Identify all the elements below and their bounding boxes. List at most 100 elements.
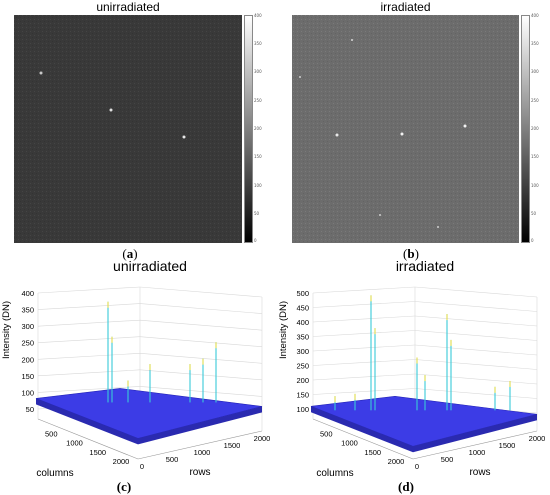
colorbar-tick: 400 — [531, 13, 539, 18]
z-tick-label: 250 — [21, 339, 34, 348]
panel-b-noise — [292, 15, 519, 243]
row-tick-label: 1500 — [224, 441, 241, 450]
plot-c-ztick-labels: 50 100 150 200 250 300 350 400 — [21, 289, 34, 414]
grid-line — [312, 330, 416, 337]
colorbar-tick: 300 — [531, 69, 539, 74]
column-tick-label: 2000 — [388, 457, 405, 466]
colorbar-tick: 0 — [254, 238, 257, 243]
grid-line — [139, 369, 263, 381]
colorbar-tick: 200 — [531, 126, 539, 131]
grid-line — [37, 286, 141, 294]
plot-d-ylabel: rows — [469, 467, 490, 478]
plot-d-xlabel: columns — [316, 468, 353, 479]
row-tick-label: 1000 — [194, 448, 211, 457]
column-tick-label: 500 — [320, 429, 333, 438]
colorbar-tick: 350 — [531, 41, 539, 46]
hot-pixel — [299, 76, 301, 78]
column-tick-label: 500 — [45, 429, 58, 438]
sublabel-a: (a) — [122, 246, 138, 261]
colorbar-tick: 150 — [254, 154, 262, 159]
hot-pixel — [379, 214, 381, 216]
z-tick-label: 250 — [296, 362, 309, 371]
row-tick-label: 2000 — [254, 434, 271, 443]
hot-pixel — [39, 71, 43, 75]
plot-d-ztick-labels: 100 150 200 250 300 350 400 450 500 — [296, 289, 309, 414]
plot-c-title: unirradiated — [113, 258, 187, 274]
grid-line — [414, 344, 538, 356]
grid-line — [37, 369, 141, 377]
colorbar-tick: 250 — [254, 98, 262, 103]
hot-pixel — [400, 132, 404, 136]
surface-plot-d: irradiated 100 150 200 250 300 350 400 450 500 I… — [278, 258, 545, 479]
grid-line — [139, 319, 263, 331]
hot-pixel — [335, 133, 339, 137]
colorbar-tick: 300 — [254, 69, 262, 74]
grid-line — [312, 286, 416, 294]
column-tick-label: 2000 — [113, 457, 130, 466]
axis-line — [137, 430, 263, 460]
column-tick-label: 1500 — [89, 448, 106, 457]
colorbar-tick: 200 — [254, 126, 262, 131]
row-tick-label: 500 — [441, 455, 454, 464]
colorbar-tick: 50 — [531, 211, 537, 216]
axis-line — [37, 418, 139, 460]
plot-c-spikes — [107, 301, 217, 403]
z-tick-label: 100 — [21, 388, 34, 397]
z-tick-label: 400 — [296, 318, 309, 327]
plot-d-title: irradiated — [396, 258, 454, 274]
column-tick-label: 1000 — [66, 439, 83, 448]
z-tick-label: 400 — [21, 289, 34, 298]
panel-a-noise — [14, 15, 242, 243]
z-tick-label: 150 — [296, 391, 309, 400]
plot-c-column-tick-labels: 500 1000 1500 2000 — [45, 429, 129, 466]
grid-line — [312, 344, 416, 352]
plot-c-ylabel: rows — [189, 467, 210, 478]
grid-line — [139, 303, 263, 314]
colorbar-tick: 250 — [531, 98, 539, 103]
grid-line — [312, 315, 416, 323]
z-tick-label: 500 — [296, 289, 309, 298]
surface-edge — [311, 406, 537, 453]
grid-line — [414, 388, 538, 399]
grid-line — [312, 373, 416, 381]
hot-pixel — [109, 108, 113, 112]
row-tick-label: 500 — [166, 455, 179, 464]
z-tick-label: 50 — [26, 405, 34, 414]
colorbar-tick: 150 — [531, 154, 539, 159]
grid-line — [37, 386, 141, 393]
hot-pixel — [182, 135, 186, 139]
hot-pixel — [437, 226, 439, 228]
plot-c-xlabel: columns — [36, 468, 73, 479]
grid-line — [37, 303, 141, 310]
plot-d-spikes — [334, 295, 511, 411]
grid-line — [37, 336, 141, 344]
panel-b-title: irradiated — [380, 0, 431, 14]
row-tick-label: 2000 — [529, 434, 546, 443]
grid-line — [139, 352, 263, 364]
panel-a: unirradiated 400 350 300 250 200 150 100… — [0, 0, 275, 252]
z-tick-label: 150 — [21, 372, 34, 381]
plot-d-row-tick-labels: 0 500 1000 1500 2000 — [415, 434, 545, 471]
plot-d-column-tick-labels: 500 1000 1500 2000 — [320, 429, 404, 466]
colorbar-tick: 0 — [531, 238, 534, 243]
plot-c-zlabel: Intensity (DN) — [1, 301, 12, 359]
grid-line — [139, 336, 263, 348]
colorbar-tick: 100 — [531, 183, 539, 188]
sublabel-d: (d) — [398, 479, 414, 494]
surface-edge — [36, 398, 262, 445]
row-tick-label: 0 — [415, 462, 419, 471]
z-tick-label: 300 — [21, 322, 34, 331]
colorbar-tick: 50 — [254, 211, 260, 216]
plot-d-zlabel: Intensity (DN) — [278, 301, 289, 359]
grid-line — [37, 319, 141, 327]
z-tick-label: 350 — [296, 333, 309, 342]
grid-line — [414, 286, 538, 298]
z-tick-label: 350 — [21, 306, 34, 315]
colorbar-tick: 100 — [254, 183, 262, 188]
surface-plot-c: unirradiated 50 100 150 200 250 300 350 400 Int… — [1, 258, 271, 479]
panel-a-image — [14, 15, 242, 243]
axis-line — [312, 418, 414, 460]
grid-line — [139, 286, 263, 298]
grid-line — [414, 373, 538, 385]
plot-c-surface — [35, 388, 263, 445]
